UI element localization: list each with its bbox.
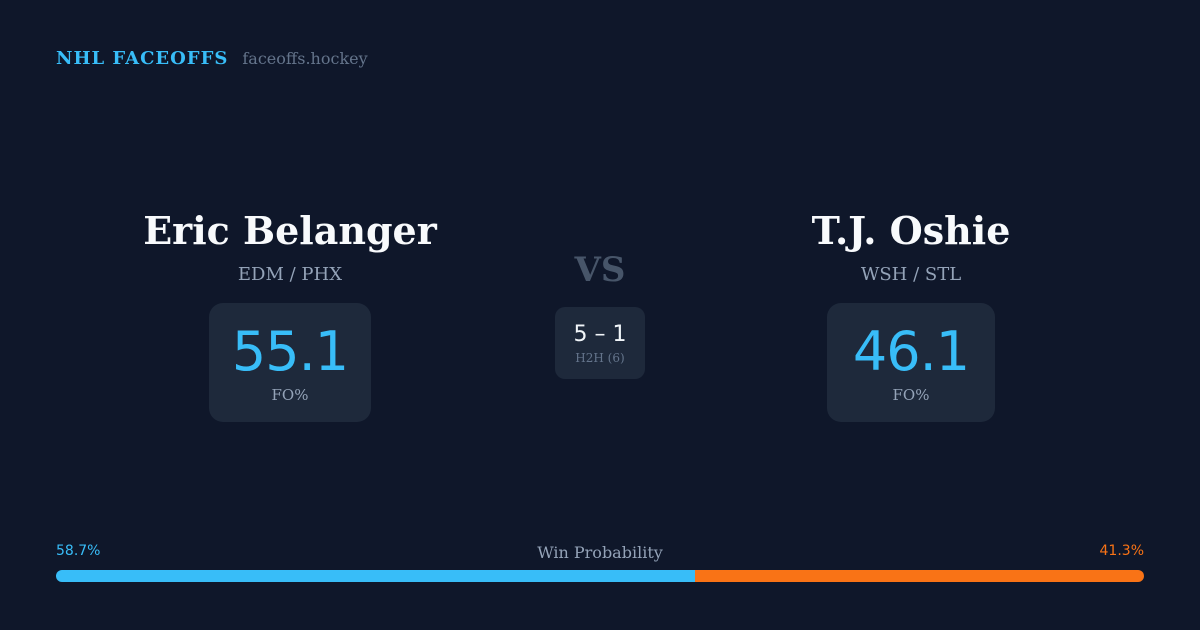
left-player-teams: EDM / PHX [237,264,343,285]
h2h-card: 5 – 1 H2H (6) [555,307,645,379]
win-probability-fill-left [56,570,695,582]
right-player-name: T.J. Oshie [811,208,1011,253]
brand: NHL FACEOFFS faceoffs.hockey [56,48,368,69]
win-probability-title: Win Probability [537,543,663,562]
left-fo-card: 55.1 FO% [209,303,371,422]
right-fo-card: 46.1 FO% [827,303,995,422]
left-player-panel: Eric Belanger EDM / PHX 55.1 FO% [110,205,470,422]
h2h-score: 5 – 1 [573,322,627,347]
right-fo-value: 46.1 [852,319,970,383]
left-win-probability: 58.7% [56,543,101,559]
h2h-label: H2H (6) [575,351,625,365]
vs-label: VS [574,250,626,290]
win-probability-labels: 58.7% Win Probability 41.3% [56,543,1144,562]
right-player-teams: WSH / STL [860,264,962,285]
brand-name: NHL FACEOFFS [56,48,229,69]
brand-site: faceoffs.hockey [242,49,368,68]
left-fo-value: 55.1 [231,319,349,383]
win-probability-fill-right [694,570,1144,582]
win-probability-bar [56,570,1144,582]
left-fo-label: FO% [271,385,309,404]
left-player-name: Eric Belanger [143,208,437,253]
right-win-probability: 41.3% [1099,543,1144,559]
right-player-panel: T.J. Oshie WSH / STL 46.1 FO% [731,205,1091,422]
right-fo-label: FO% [892,385,930,404]
